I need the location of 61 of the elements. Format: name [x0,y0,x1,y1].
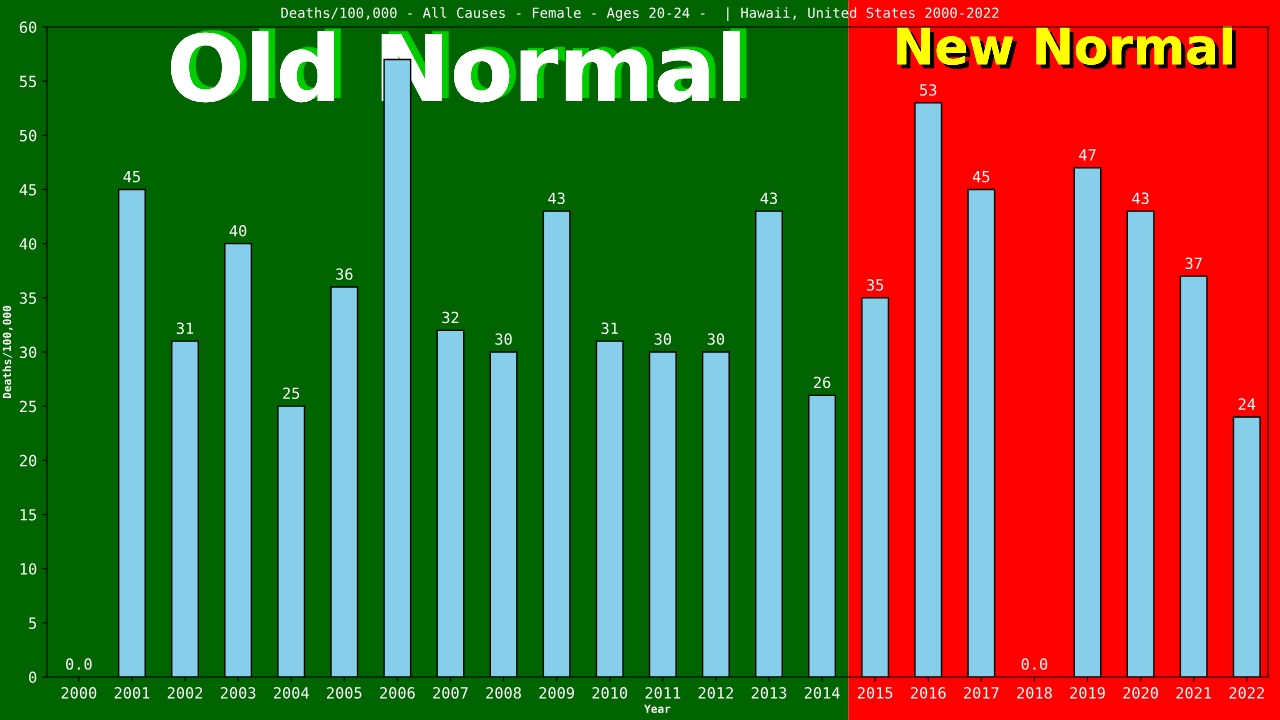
data-label: 40 [229,224,247,237]
x-axis-title: Year [644,704,671,713]
data-label: 25 [283,387,300,400]
y-tick-label: 25 [20,400,37,413]
y-tick-label: 60 [19,21,37,34]
x-tick-label: 2005 [327,687,362,699]
x-tick-label: 2021 [1176,687,1212,699]
data-label: 24 [1238,398,1256,410]
x-tick-label: 2003 [220,687,256,699]
data-label: 35 [866,279,884,291]
x-tick-label: 2015 [857,687,893,699]
x-tick-label: 2007 [433,687,468,699]
x-tick-label: 2000 [61,687,97,699]
y-tick-label: 35 [19,292,37,304]
data-label: 43 [760,192,778,205]
data-label: 47 [1079,149,1096,161]
x-tick-label: 2017 [964,687,999,699]
x-tick-label: 2002 [167,687,203,699]
x-tick-label: 2013 [751,687,787,699]
x-tick-label: 2014 [804,687,840,699]
y-tick-label: 45 [19,184,37,196]
x-tick-label: 2004 [273,687,309,699]
data-label: 45 [972,171,990,183]
y-tick-label: 40 [19,238,37,250]
y-tick-label: 20 [20,454,37,467]
x-tick-label: 2020 [1123,687,1158,699]
data-label: 37 [1185,257,1202,270]
x-tick-label: 2009 [539,687,574,699]
y-tick-label: 10 [20,563,37,575]
band-label: New Normal [897,26,1236,70]
x-tick-label: 2011 [645,687,681,699]
data-label: 31 [601,322,618,335]
data-label: 0.0 [1021,658,1048,670]
data-label: 32 [442,311,459,324]
data-label: 36 [336,268,353,280]
data-label: 53 [920,84,937,96]
y-tick-label: 50 [19,129,37,142]
y-tick-label: 15 [20,509,37,521]
x-tick-label: 2019 [1070,687,1105,699]
x-tick-label: 2001 [114,687,150,699]
data-label: 0.0 [66,658,92,670]
data-label: 31 [176,322,194,335]
data-label: 26 [814,376,831,389]
x-tick-label: 2010 [592,687,628,699]
x-tick-label: 2018 [1017,687,1052,699]
y-tick-label: 5 [29,617,37,629]
data-label: 30 [707,333,725,345]
x-tick-label: 2012 [698,687,733,699]
y-tick-label: 55 [19,75,37,88]
x-tick-label: 2008 [486,687,521,699]
y-axis-title: Deaths/100,000 [2,305,13,399]
data-label: 30 [495,333,512,345]
x-tick-label: 2022 [1229,687,1264,699]
data-label: 43 [548,192,565,205]
data-label: 45 [123,171,140,183]
x-tick-label: 2006 [380,687,415,699]
y-tick-label: 0 [29,671,37,684]
data-label: 30 [654,333,672,345]
y-tick-label: 30 [19,346,37,359]
data-label: 43 [1132,192,1149,205]
x-tick-label: 2016 [910,687,946,699]
